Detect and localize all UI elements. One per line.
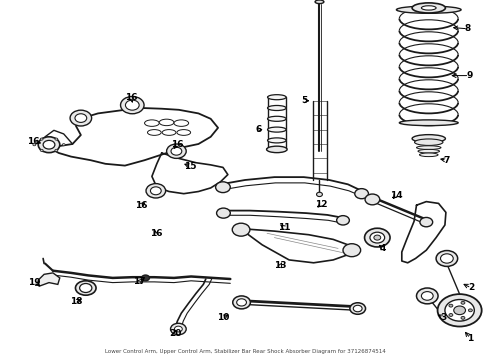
Ellipse shape [159,119,174,126]
Ellipse shape [75,281,96,295]
Ellipse shape [421,6,436,10]
Ellipse shape [147,130,161,135]
Ellipse shape [315,0,324,4]
Text: 16: 16 [125,94,138,102]
Ellipse shape [416,146,441,149]
Ellipse shape [399,120,458,126]
Ellipse shape [79,284,92,292]
Circle shape [365,194,380,205]
Circle shape [55,149,58,152]
Circle shape [343,244,361,257]
Text: 6: 6 [255,125,261,134]
Circle shape [233,296,250,309]
Circle shape [216,182,230,193]
Text: 10: 10 [217,313,229,322]
Circle shape [121,96,144,114]
Ellipse shape [418,149,440,153]
Circle shape [150,187,161,195]
Circle shape [449,304,453,307]
Circle shape [355,189,368,199]
Circle shape [416,288,438,304]
Circle shape [461,301,465,304]
Text: 12: 12 [315,200,327,209]
Text: 15: 15 [184,162,196,171]
Circle shape [449,314,453,316]
Circle shape [365,228,390,247]
Circle shape [468,309,472,312]
Text: 4: 4 [380,244,387,253]
Text: 11: 11 [278,223,291,232]
Circle shape [237,299,246,306]
Text: 18: 18 [70,297,82,306]
Circle shape [217,208,230,218]
Circle shape [370,232,385,243]
Text: 3: 3 [441,313,446,322]
Ellipse shape [174,120,189,126]
Circle shape [337,216,349,225]
Ellipse shape [317,192,322,197]
Text: 5: 5 [302,96,308,105]
Circle shape [70,110,92,126]
Circle shape [420,217,433,227]
Circle shape [171,147,182,155]
Ellipse shape [267,146,287,153]
Circle shape [461,316,465,319]
Text: 9: 9 [466,71,473,80]
Ellipse shape [396,6,461,13]
Ellipse shape [268,105,286,111]
Text: Lower Control Arm, Upper Control Arm, Stabilizer Bar Rear Shock Absorber Diagram: Lower Control Arm, Upper Control Arm, St… [105,348,385,354]
Circle shape [43,140,55,149]
Text: 1: 1 [467,334,473,343]
Ellipse shape [268,95,286,100]
Text: 17: 17 [133,277,146,286]
Text: 2: 2 [468,284,474,292]
Circle shape [146,184,166,198]
Ellipse shape [268,138,286,143]
Circle shape [454,306,465,315]
Circle shape [75,114,87,122]
Circle shape [436,251,458,266]
Circle shape [40,138,43,140]
Circle shape [421,292,433,300]
Polygon shape [38,273,60,286]
Circle shape [174,326,182,332]
Text: 14: 14 [390,191,402,199]
Text: 16: 16 [149,229,162,238]
Circle shape [350,303,366,314]
Text: 13: 13 [274,261,287,270]
Text: 16: 16 [27,136,40,145]
Text: 8: 8 [465,24,471,33]
Text: 16: 16 [171,140,184,149]
Text: 19: 19 [28,278,41,287]
Circle shape [374,235,381,240]
Text: 16: 16 [135,201,147,210]
Circle shape [62,144,65,146]
Circle shape [125,100,139,110]
Ellipse shape [177,130,191,135]
Circle shape [38,137,60,153]
Ellipse shape [162,130,176,135]
Circle shape [40,149,43,152]
Circle shape [55,138,58,140]
Circle shape [438,294,482,327]
Text: 20: 20 [169,328,182,338]
Circle shape [142,275,149,281]
Ellipse shape [415,139,443,145]
Circle shape [33,144,36,146]
Circle shape [353,305,362,312]
Circle shape [232,223,250,236]
Ellipse shape [412,135,445,143]
Ellipse shape [145,120,159,126]
Circle shape [171,323,186,335]
Circle shape [445,300,474,321]
Ellipse shape [412,3,445,13]
Text: 7: 7 [443,156,450,165]
Ellipse shape [268,116,286,121]
Ellipse shape [419,153,438,157]
Circle shape [167,144,186,158]
Ellipse shape [268,127,286,132]
Circle shape [441,254,453,263]
